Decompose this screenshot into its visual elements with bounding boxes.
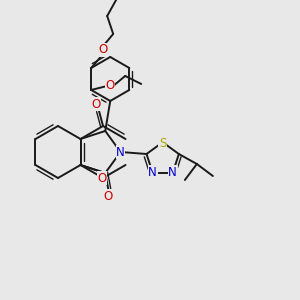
Text: O: O bbox=[92, 98, 101, 110]
Text: S: S bbox=[159, 137, 166, 150]
Text: N: N bbox=[148, 166, 157, 178]
Text: O: O bbox=[98, 172, 107, 184]
Text: O: O bbox=[103, 190, 113, 202]
Text: O: O bbox=[106, 80, 115, 92]
Text: N: N bbox=[116, 146, 125, 158]
Text: N: N bbox=[168, 166, 177, 178]
Text: O: O bbox=[99, 44, 108, 56]
